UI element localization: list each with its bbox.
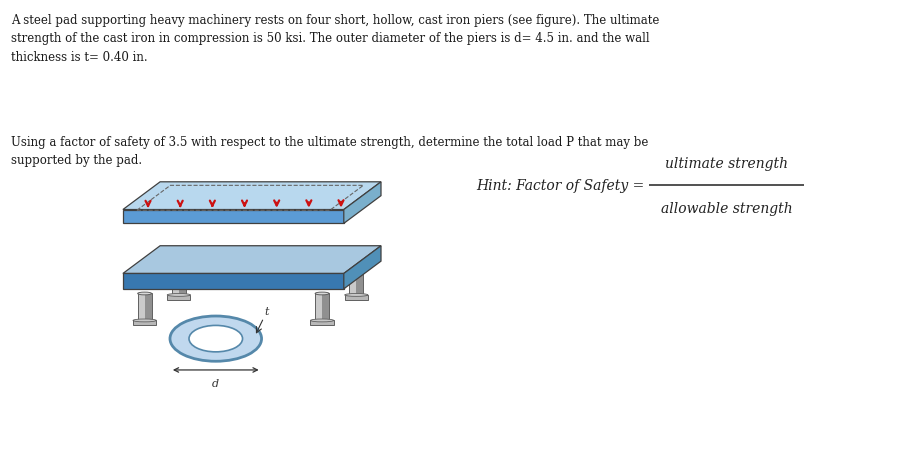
Polygon shape [344,182,381,224]
Ellipse shape [345,294,368,297]
Ellipse shape [167,294,191,297]
Polygon shape [137,294,145,321]
Polygon shape [172,268,179,295]
Polygon shape [349,268,356,295]
Polygon shape [311,321,334,325]
Polygon shape [123,274,344,289]
Text: t: t [265,307,269,317]
Polygon shape [123,182,381,210]
Ellipse shape [349,267,364,270]
Polygon shape [133,321,156,325]
Polygon shape [179,268,185,295]
Ellipse shape [133,319,156,322]
Ellipse shape [172,267,185,270]
Ellipse shape [137,292,152,295]
Text: Hint: Factor of Safety =: Hint: Factor of Safety = [476,179,649,193]
Polygon shape [315,294,322,321]
Text: allowable strength: allowable strength [661,202,793,216]
Ellipse shape [189,326,243,352]
Text: d: d [212,378,219,388]
Polygon shape [145,294,152,321]
Polygon shape [167,295,191,300]
Ellipse shape [315,292,329,295]
Polygon shape [322,294,329,321]
Text: A steel pad supporting heavy machinery rests on four short, hollow, cast iron pi: A steel pad supporting heavy machinery r… [11,14,659,64]
Polygon shape [356,268,364,295]
Ellipse shape [170,316,262,361]
Text: Using a factor of safety of 3.5 with respect to the ultimate strength, determine: Using a factor of safety of 3.5 with res… [11,135,648,167]
Text: ultimate strength: ultimate strength [665,156,788,170]
Polygon shape [344,246,381,289]
Polygon shape [345,295,368,300]
Polygon shape [123,246,381,274]
Polygon shape [123,210,344,224]
Ellipse shape [311,319,334,322]
